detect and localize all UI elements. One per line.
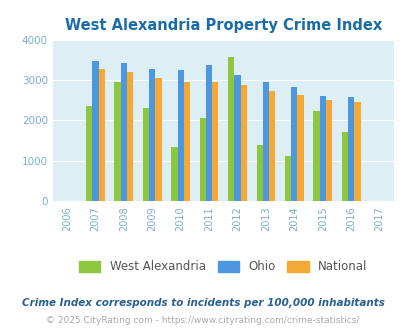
Bar [120,63,127,201]
Bar [325,100,331,201]
Text: Crime Index corresponds to incidents per 100,000 inhabitants: Crime Index corresponds to incidents per… [21,298,384,308]
Bar [228,57,234,201]
Bar [86,106,92,201]
Bar [313,111,319,201]
Bar [183,82,190,201]
Bar [269,90,275,201]
Title: West Alexandria Property Crime Index: West Alexandria Property Crime Index [64,18,381,33]
Bar [297,95,303,201]
Bar [284,156,290,201]
Bar [199,117,205,201]
Bar [143,108,149,201]
Bar [149,69,155,201]
Bar [114,82,120,201]
Bar [240,85,246,201]
Bar [177,70,183,201]
Bar [127,72,133,201]
Bar [290,87,297,201]
Bar [262,82,269,201]
Bar [319,96,325,201]
Legend: West Alexandria, Ohio, National: West Alexandria, Ohio, National [74,256,371,278]
Bar [205,65,212,201]
Bar [98,69,104,201]
Text: © 2025 CityRating.com - https://www.cityrating.com/crime-statistics/: © 2025 CityRating.com - https://www.city… [46,316,359,325]
Bar [155,78,161,201]
Bar [171,147,177,201]
Bar [92,61,98,201]
Bar [347,97,354,201]
Bar [341,132,347,201]
Bar [234,75,240,201]
Bar [354,102,360,201]
Bar [212,82,218,201]
Bar [256,145,262,201]
